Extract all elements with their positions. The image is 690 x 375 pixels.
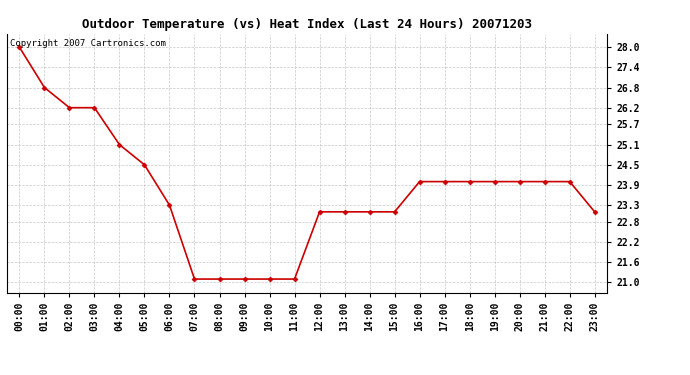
Title: Outdoor Temperature (vs) Heat Index (Last 24 Hours) 20071203: Outdoor Temperature (vs) Heat Index (Las…	[82, 18, 532, 31]
Text: Copyright 2007 Cartronics.com: Copyright 2007 Cartronics.com	[10, 39, 166, 48]
